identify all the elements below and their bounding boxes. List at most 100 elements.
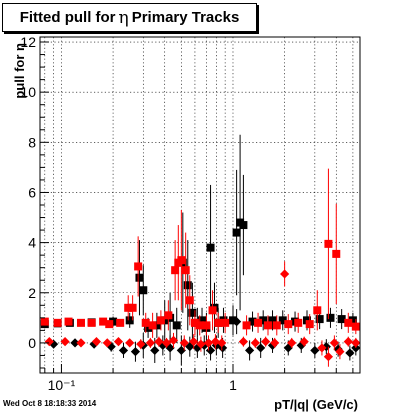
data-point-diamond [60, 337, 70, 347]
data-point-diamond [150, 345, 160, 356]
data-point-square [40, 317, 49, 326]
data-point-diamond [261, 337, 271, 347]
data-point-diamond [335, 347, 345, 357]
data-point-square [326, 313, 335, 322]
data-point-square [183, 281, 192, 290]
footer-timestamp: Wed Oct 8 18:18:33 2014 [3, 399, 97, 408]
data-point-diamond [106, 342, 116, 352]
data-point-square [351, 322, 360, 331]
data-point-square [198, 316, 207, 325]
data-point-square [188, 308, 197, 317]
data-point-square [141, 318, 150, 327]
data-point-diamond [179, 338, 189, 348]
data-point-square [177, 256, 186, 265]
y-tick-label: 8 [28, 134, 36, 150]
data-point-diamond [210, 337, 221, 347]
data-point-diamond [205, 345, 216, 356]
data-point-square [172, 321, 181, 330]
data-point-diamond [343, 337, 353, 347]
data-point-diamond [196, 339, 206, 349]
data-point-square [190, 318, 199, 327]
data-point-diamond [321, 342, 331, 352]
x-tick-label: 10⁻¹ [48, 377, 76, 393]
data-point-square [254, 318, 263, 327]
data-point-square [128, 303, 137, 312]
data-point-diamond [91, 337, 102, 347]
data-point-square [105, 320, 114, 329]
data-point-square [185, 296, 194, 305]
data-point-square [116, 318, 125, 327]
data-point-diamond [161, 338, 172, 348]
data-point-square [206, 243, 215, 252]
data-point-square [152, 321, 161, 330]
data-point-diamond [125, 338, 135, 348]
data-point-square [294, 318, 303, 327]
data-point-square [125, 316, 134, 325]
data-point-diamond [280, 269, 290, 279]
title-eta-symbol: η [118, 7, 129, 28]
data-point-square [278, 316, 287, 325]
data-point-square [248, 317, 257, 326]
data-point-diamond [189, 337, 199, 347]
data-point-diamond [299, 337, 309, 347]
data-point-diamond [217, 338, 227, 348]
x-tick-label: 1 [229, 377, 237, 393]
data-point-diamond [323, 352, 334, 362]
x-axis-label: pT/|q| (GeV/c) [274, 397, 358, 412]
data-point-diamond [345, 348, 355, 358]
data-point-diamond [238, 337, 249, 347]
data-point-diamond [130, 347, 141, 357]
data-point-square [214, 318, 223, 327]
data-point-diamond [270, 338, 280, 348]
data-point-diamond [256, 343, 266, 353]
data-point-diamond [329, 338, 339, 348]
data-point-diamond [245, 345, 255, 356]
data-point-square [242, 321, 251, 330]
data-point-square [202, 321, 211, 330]
data-point-square [181, 266, 190, 275]
y-tick-label: 6 [28, 184, 36, 200]
data-point-diamond [176, 345, 186, 356]
y-tick-label: 0 [28, 335, 36, 351]
data-point-square [76, 318, 85, 327]
data-point-square [156, 316, 165, 325]
data-point-square [332, 249, 341, 258]
data-point-square [208, 306, 217, 315]
data-point-diamond [136, 339, 146, 349]
data-point-square [348, 316, 357, 325]
data-point-square [195, 321, 204, 330]
data-point-square [259, 316, 268, 325]
data-point-square [232, 228, 241, 237]
y-tick-label: 12 [20, 34, 36, 50]
data-point-square [64, 317, 73, 326]
data-point-diamond [310, 345, 320, 356]
data-point-diamond [218, 343, 228, 353]
y-tick-label: 4 [28, 235, 36, 251]
data-point-square [239, 221, 248, 230]
data-point-square [139, 286, 148, 295]
y-axis-label: pull for η [12, 43, 27, 99]
data-point-square [124, 303, 133, 312]
data-point-diamond [168, 335, 179, 346]
data-point-diamond [118, 345, 129, 356]
title-prefix: Fitted pull for [19, 9, 116, 26]
data-point-diamond [102, 338, 112, 348]
data-point-square [268, 316, 277, 325]
data-point-diamond [232, 316, 242, 327]
y-tick-label: 10 [20, 84, 36, 100]
data-point-square [344, 318, 353, 327]
data-point-diamond [44, 337, 54, 347]
data-point-diamond [154, 337, 164, 347]
data-point-diamond [165, 343, 175, 353]
data-point-square [272, 321, 281, 330]
data-point-square [148, 321, 157, 330]
data-point-square [264, 321, 273, 330]
data-point-diamond [287, 338, 297, 348]
data-point-square [171, 266, 180, 275]
chart-title: Fitted pull for η Primary Tracks [2, 3, 257, 32]
data-point-diamond [317, 343, 327, 353]
data-point-square [324, 239, 333, 248]
data-point-diamond [145, 338, 155, 348]
data-point-square [221, 318, 230, 327]
